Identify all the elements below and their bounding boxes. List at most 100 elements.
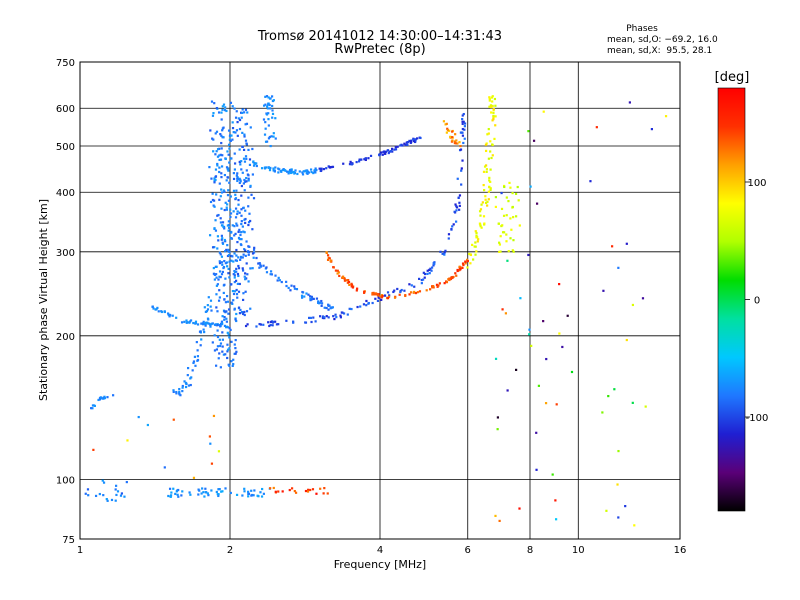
- data-point: [319, 315, 322, 318]
- data-point: [203, 306, 206, 309]
- data-point: [237, 117, 240, 120]
- data-point: [230, 340, 233, 343]
- data-point: [233, 234, 236, 237]
- data-point: [499, 235, 502, 238]
- data-point: [227, 250, 230, 253]
- data-point: [320, 299, 323, 303]
- data-point: [271, 116, 274, 119]
- data-point: [226, 244, 229, 247]
- data-point: [428, 272, 431, 275]
- data-point: [169, 495, 172, 498]
- data-point: [458, 208, 461, 211]
- data-point: [210, 100, 214, 103]
- data-point: [444, 123, 447, 126]
- data-point: [249, 307, 252, 310]
- data-point: [233, 225, 236, 228]
- data-point: [330, 306, 333, 309]
- data-point: [237, 267, 241, 270]
- data-point: [172, 487, 175, 490]
- data-point: [505, 233, 508, 236]
- data-point: [248, 212, 251, 215]
- data-point: [227, 226, 231, 229]
- data-point: [249, 267, 252, 270]
- data-point: [178, 387, 181, 391]
- data-point: [492, 107, 495, 111]
- data-point: [494, 514, 497, 518]
- data-point: [221, 154, 224, 157]
- data-point: [221, 237, 224, 240]
- data-point: [307, 488, 310, 491]
- data-point: [393, 148, 396, 151]
- data-point: [447, 237, 450, 240]
- data-point: [207, 322, 210, 325]
- data-point: [271, 109, 274, 112]
- data-point: [105, 497, 108, 501]
- data-point: [247, 174, 250, 177]
- data-point: [189, 319, 193, 322]
- data-point: [217, 278, 220, 281]
- data-point: [245, 176, 248, 180]
- data-point: [252, 494, 255, 497]
- data-point: [234, 131, 237, 134]
- data-point: [243, 248, 246, 251]
- data-point: [269, 97, 272, 100]
- data-point: [367, 157, 370, 160]
- data-point: [242, 206, 245, 209]
- data-point: [236, 296, 239, 299]
- data-point: [245, 180, 248, 183]
- data-point: [272, 99, 275, 102]
- data-point: [442, 120, 446, 123]
- data-point: [232, 362, 235, 366]
- data-point: [509, 237, 512, 240]
- data-point: [233, 168, 236, 171]
- data-point: [226, 350, 229, 353]
- data-point: [216, 164, 219, 167]
- data-point: [338, 274, 341, 278]
- data-point: [269, 487, 272, 490]
- data-point: [269, 320, 273, 324]
- data-point: [235, 129, 239, 132]
- y-tick-label: 600: [56, 104, 75, 115]
- data-point: [403, 142, 406, 145]
- data-point: [281, 490, 284, 493]
- data-point: [237, 178, 240, 181]
- data-point: [367, 302, 370, 305]
- data-point: [239, 178, 242, 182]
- data-point: [484, 201, 488, 204]
- data-point: [489, 187, 492, 190]
- data-point: [245, 240, 248, 243]
- data-point: [317, 300, 320, 303]
- data-point: [230, 301, 233, 304]
- data-point: [382, 150, 385, 154]
- data-point: [455, 206, 459, 209]
- data-point: [232, 358, 235, 361]
- data-point: [664, 115, 668, 118]
- data-point: [456, 268, 459, 272]
- data-point: [484, 149, 488, 153]
- data-point: [225, 179, 228, 182]
- data-point: [461, 127, 464, 131]
- data-point: [94, 494, 98, 498]
- y-tick-label: 500: [56, 142, 75, 153]
- data-point: [220, 141, 223, 145]
- data-point: [484, 164, 488, 167]
- data-point: [322, 167, 325, 171]
- data-point: [512, 250, 515, 253]
- data-point: [500, 207, 504, 211]
- data-point: [225, 248, 228, 251]
- data-point: [167, 494, 170, 498]
- data-point: [236, 282, 239, 285]
- data-point: [214, 175, 218, 178]
- data-point: [278, 279, 281, 282]
- data-point: [243, 189, 246, 192]
- data-point: [373, 293, 376, 296]
- data-point: [240, 184, 243, 188]
- data-point: [631, 401, 634, 404]
- data-point: [487, 127, 490, 131]
- data-point: [238, 177, 241, 180]
- data-point: [399, 290, 402, 294]
- data-point: [212, 199, 216, 202]
- data-point: [295, 288, 299, 291]
- data-point: [239, 233, 242, 237]
- data-point: [241, 267, 244, 270]
